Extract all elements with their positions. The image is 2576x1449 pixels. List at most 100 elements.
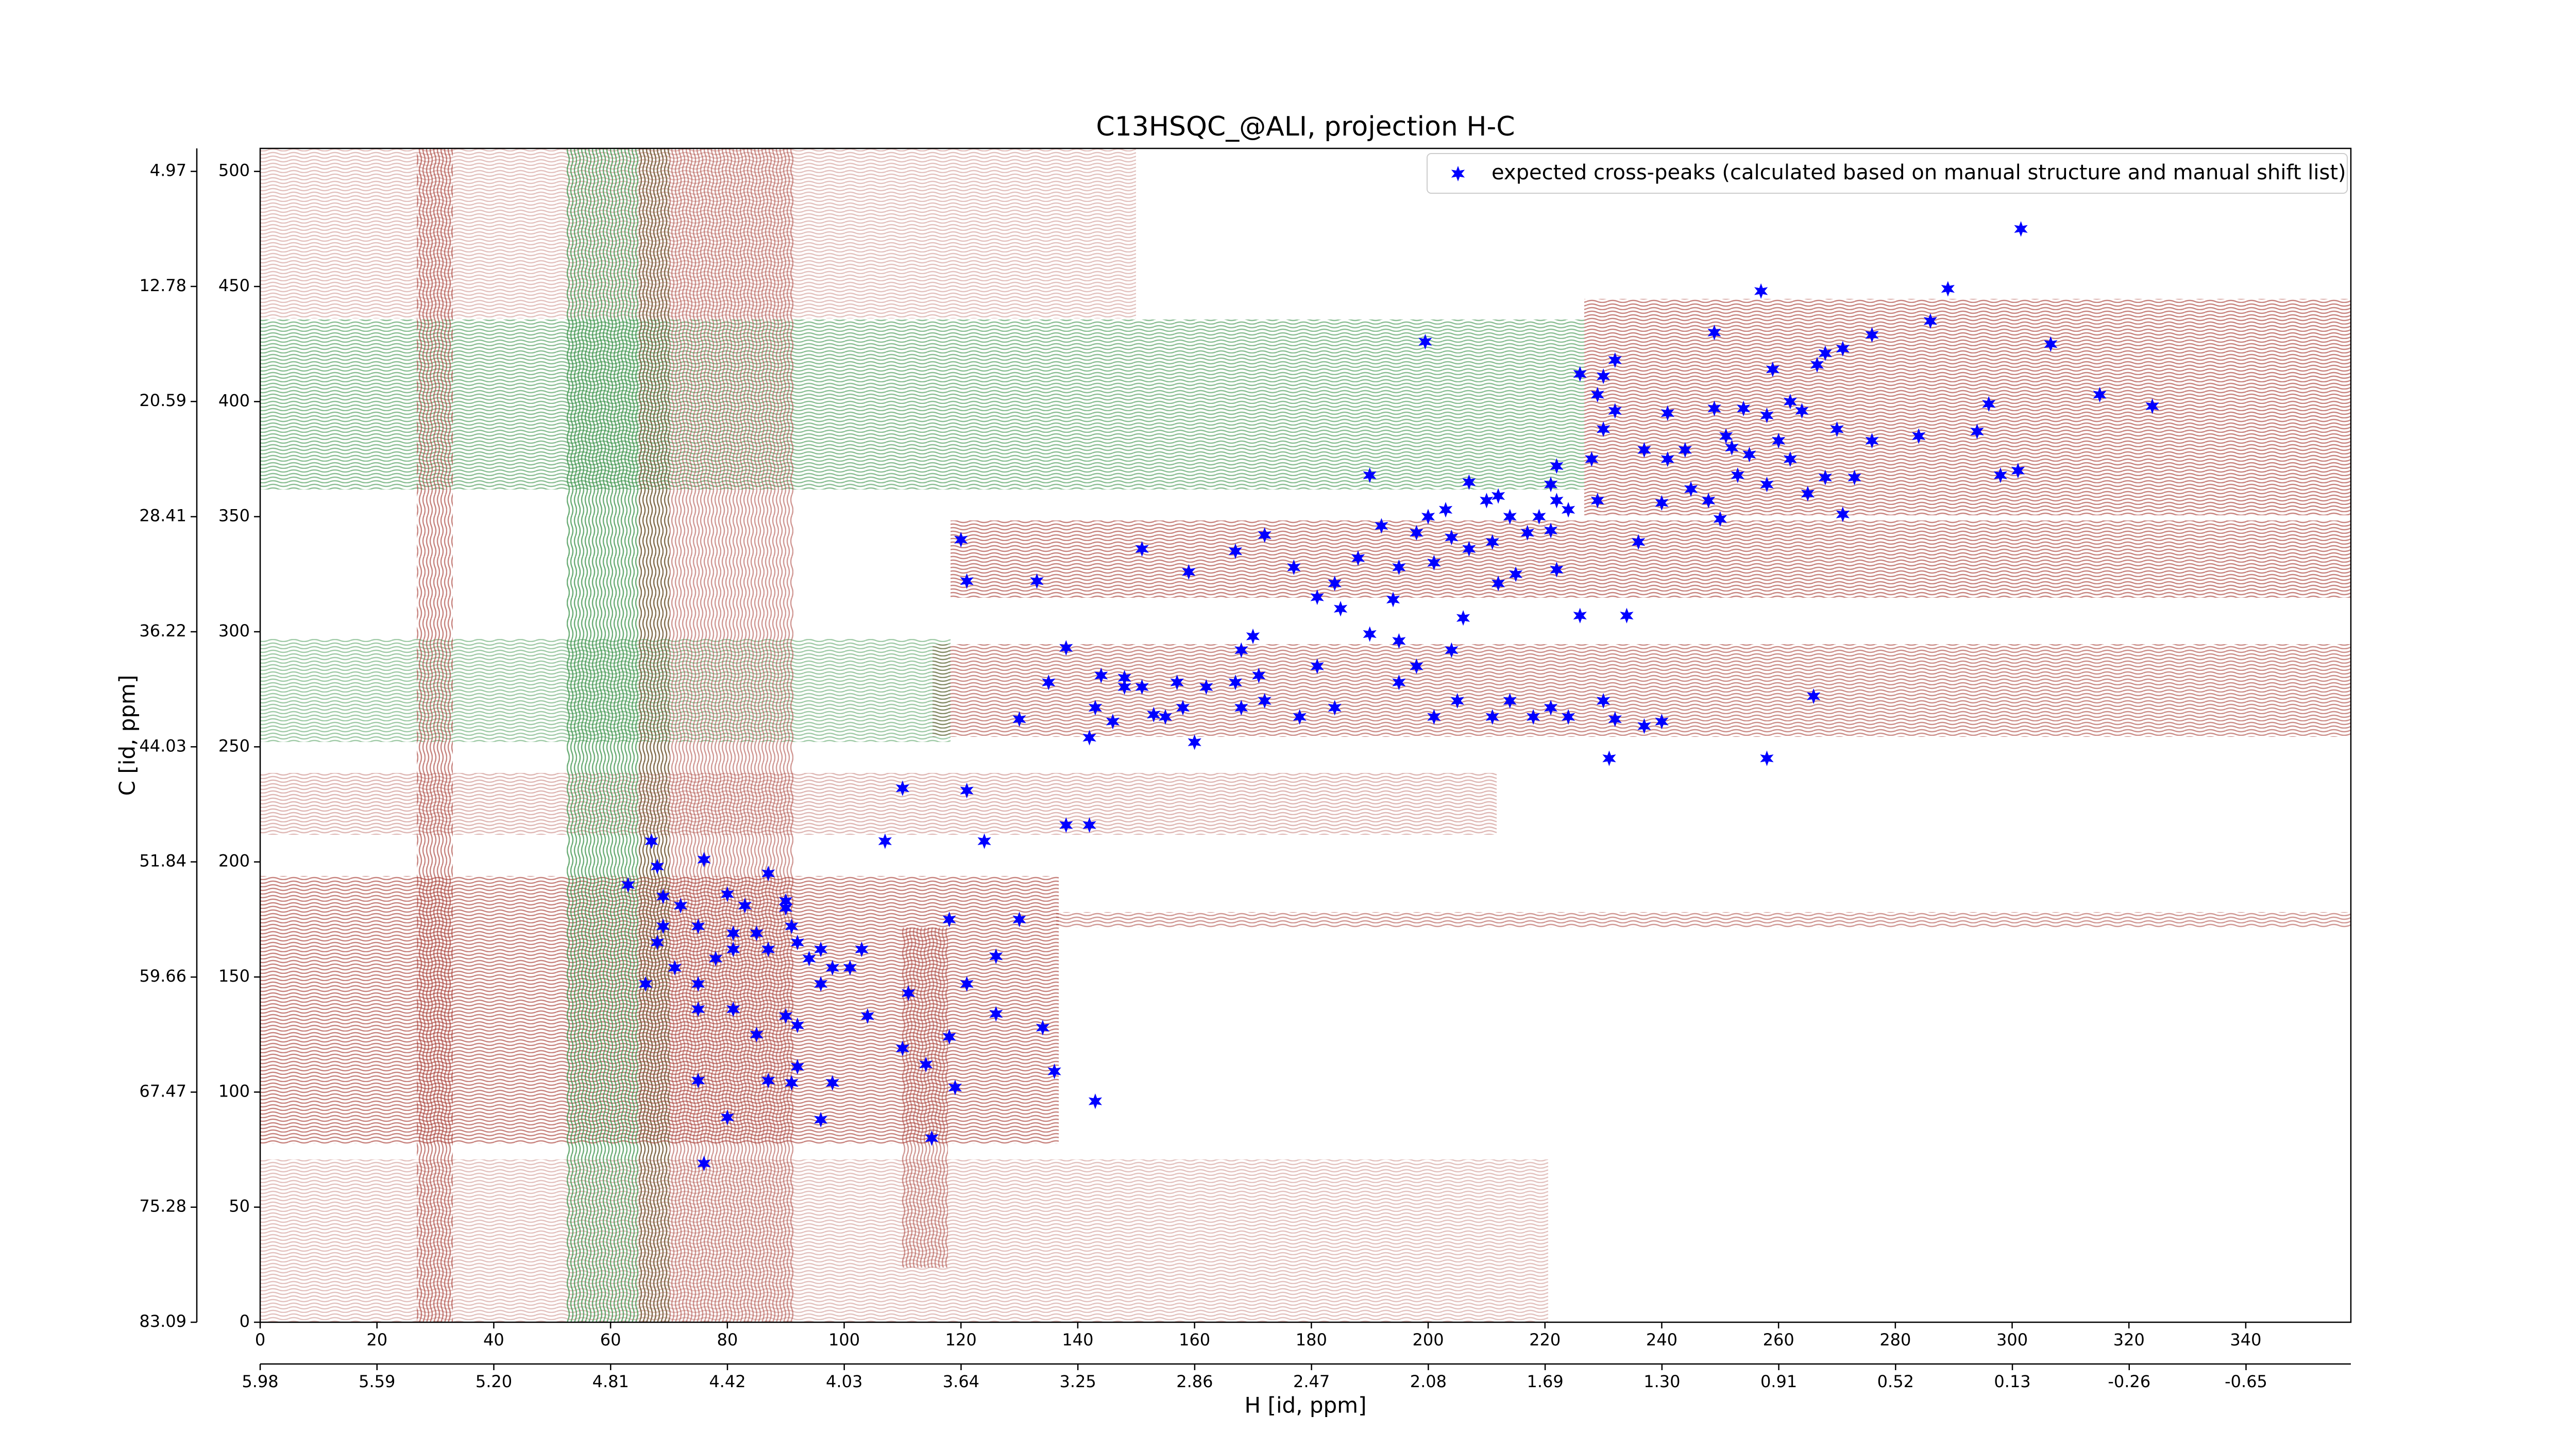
x2-tick-label: -0.26 (2108, 1372, 2150, 1391)
cross-peak (1818, 345, 1832, 361)
cross-peak (1228, 543, 1243, 559)
cross-peak (825, 959, 839, 976)
cross-peak (1818, 469, 1832, 485)
x2-tick-label: 1.30 (1643, 1372, 1680, 1391)
cross-peak (785, 918, 799, 934)
y-tick-label: 300 (218, 621, 250, 641)
cross-peak (919, 1056, 933, 1072)
contour-band (260, 773, 1497, 835)
cross-peak (2044, 336, 2058, 352)
contour-band (417, 148, 453, 1322)
x2-tick-label: 5.59 (359, 1372, 395, 1391)
cross-peak (1082, 730, 1096, 746)
cross-peak (720, 886, 734, 902)
x2-tick-label: 5.98 (242, 1372, 278, 1391)
cross-peak (825, 1075, 839, 1091)
cross-peak (779, 893, 793, 909)
legend-box (1427, 153, 2348, 194)
cross-peak (895, 780, 909, 796)
cross-peak (1503, 693, 1517, 709)
cross-peak (1135, 541, 1149, 557)
x2-tick-label: 2.86 (1176, 1372, 1213, 1391)
cross-peak (1684, 481, 1698, 497)
cross-peak (1088, 700, 1103, 716)
cross-peak (1485, 534, 1499, 550)
legend: expected cross-peaks (calculated based o… (1427, 153, 2348, 194)
cross-peak (1660, 451, 1674, 467)
cross-peak (726, 1001, 740, 1017)
cross-peak (1258, 527, 1272, 543)
cross-peak (691, 1001, 705, 1017)
y2-tick-label: 67.47 (139, 1081, 187, 1101)
cross-peak (621, 877, 635, 893)
cross-peak (1865, 433, 1879, 449)
cross-peak (1520, 525, 1534, 541)
cross-peak (1410, 658, 1423, 675)
cross-peak (761, 865, 775, 882)
y-tick-label: 100 (218, 1081, 250, 1101)
y-tick-label: 450 (218, 276, 250, 295)
cross-peak (814, 1111, 828, 1128)
cross-peak (1573, 366, 1587, 382)
y-tick-label: 400 (218, 391, 250, 410)
cross-peak (977, 833, 991, 849)
x2-tick-label: 3.25 (1060, 1372, 1096, 1391)
cross-peak (843, 959, 857, 976)
cross-peak (1042, 675, 1056, 690)
cross-peak (1737, 400, 1751, 416)
cross-peak (860, 1008, 874, 1024)
cross-peak (1445, 642, 1459, 658)
y-tick-label: 200 (218, 851, 250, 871)
x-tick-label: 200 (1413, 1330, 1444, 1350)
cross-peak (1783, 451, 1797, 467)
cross-peak (1655, 495, 1669, 511)
contour-band (951, 520, 2351, 598)
x2-tick-label: 5.20 (476, 1372, 512, 1391)
cross-peak (1480, 493, 1494, 509)
x-tick-label: 60 (600, 1330, 621, 1350)
cross-peak (1836, 507, 1850, 523)
contour-band (1584, 299, 2351, 515)
cross-peak (1830, 421, 1844, 437)
cross-peak (989, 1006, 1003, 1022)
series (621, 221, 2159, 1171)
cross-peak (1766, 361, 1780, 377)
x2-tick-label: 0.91 (1760, 1372, 1797, 1391)
cross-peak (1252, 667, 1266, 684)
y2-tick-label: 59.66 (139, 966, 187, 986)
cross-peak (1760, 750, 1774, 766)
x2-tick-label: 2.08 (1410, 1372, 1447, 1391)
cross-peak (1094, 667, 1108, 684)
contour-band (933, 644, 2351, 737)
cross-peak (779, 1008, 793, 1024)
cross-peak (1462, 474, 1476, 490)
y2-tick-label: 83.09 (139, 1311, 187, 1331)
cross-peak (1801, 485, 1815, 502)
cross-peak (697, 1155, 711, 1171)
cross-peak (1117, 679, 1131, 695)
cross-peak (1550, 458, 1564, 474)
cross-peak (1088, 1093, 1103, 1109)
cross-peak (674, 898, 688, 914)
cross-peak (1182, 564, 1196, 580)
cross-peak (878, 833, 892, 849)
cross-peak (1865, 327, 1879, 343)
cross-peak (1590, 493, 1604, 509)
cross-peak (1561, 709, 1575, 725)
cross-peak (1258, 693, 1272, 709)
cross-peak (1047, 1063, 1061, 1080)
cross-peak (1082, 817, 1096, 833)
cross-peak (697, 852, 711, 868)
cross-peak (1375, 518, 1388, 534)
legend-marker (1451, 165, 1465, 182)
x-tick-label: 100 (828, 1330, 860, 1350)
x-tick-label: 140 (1062, 1330, 1093, 1350)
x2-tick-label: 3.64 (943, 1372, 979, 1391)
cross-peak (1544, 523, 1558, 538)
cross-peak (1655, 714, 1669, 730)
x-tick-label: 180 (1296, 1330, 1327, 1350)
x-tick-label: 220 (1529, 1330, 1561, 1350)
cross-peak (1036, 1020, 1050, 1036)
cross-peak (960, 976, 974, 992)
